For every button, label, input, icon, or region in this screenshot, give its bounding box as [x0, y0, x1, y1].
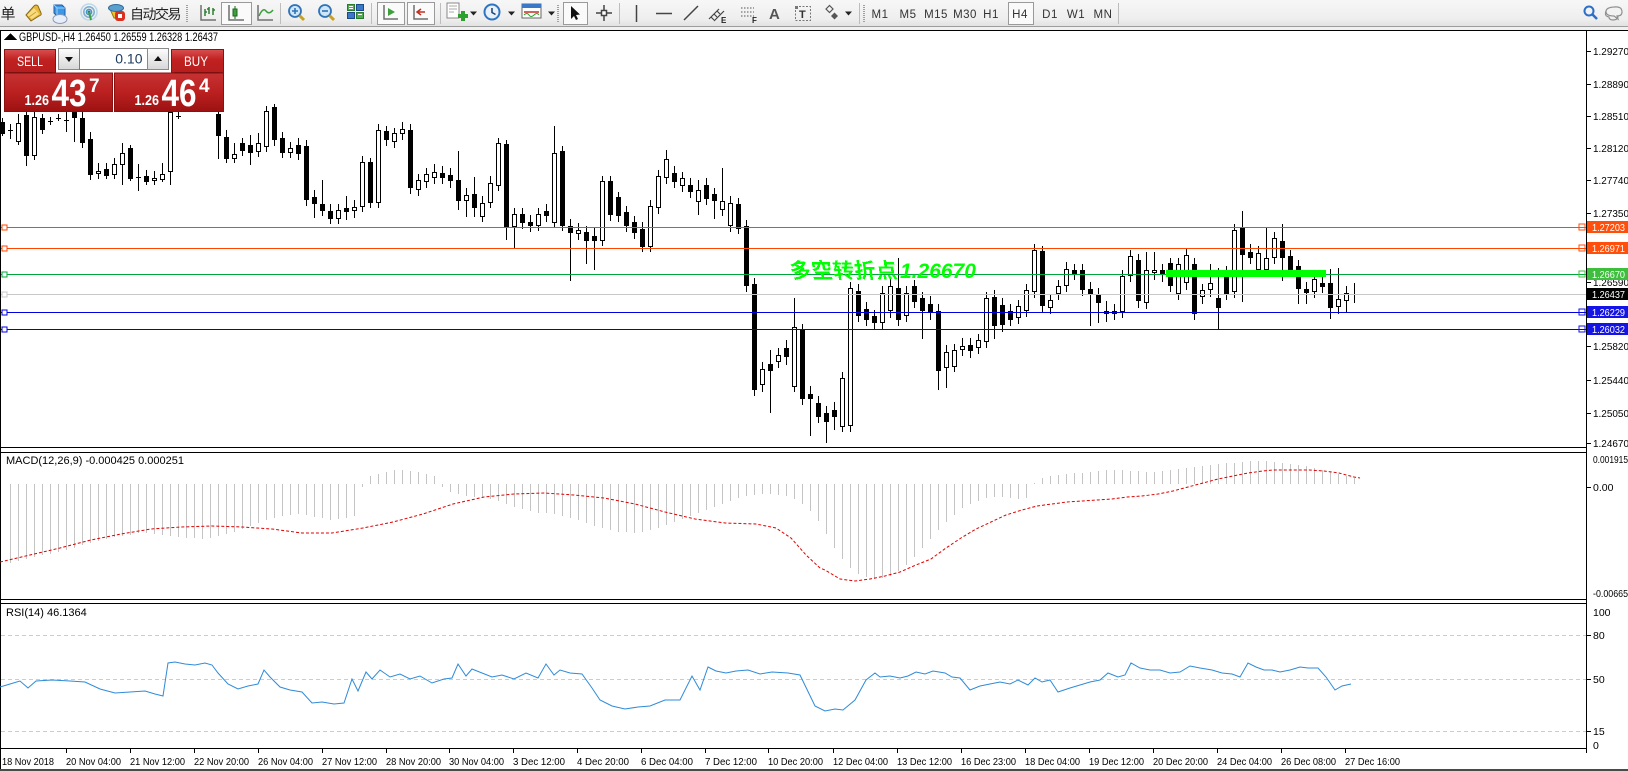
- svg-text:BUY: BUY: [184, 53, 209, 69]
- svg-text:M30: M30: [953, 9, 977, 21]
- svg-text:18 Nov 2018: 18 Nov 2018: [2, 756, 54, 768]
- svg-text:22 Nov 20:00: 22 Nov 20:00: [194, 756, 249, 768]
- svg-text:1.26971: 1.26971: [1592, 243, 1625, 255]
- svg-text:4 Dec 20:00: 4 Dec 20:00: [577, 756, 629, 768]
- svg-text:1.28890: 1.28890: [1593, 79, 1628, 91]
- svg-text:13 Dec 12:00: 13 Dec 12:00: [897, 756, 952, 768]
- svg-text:1.28510: 1.28510: [1593, 111, 1628, 123]
- svg-text:1.26032: 1.26032: [1592, 324, 1625, 336]
- svg-text:M1: M1: [872, 9, 889, 21]
- svg-text:0: 0: [1593, 740, 1599, 752]
- svg-text:1.24670: 1.24670: [1593, 438, 1628, 450]
- svg-text:RSI(14) 46.1364: RSI(14) 46.1364: [6, 607, 87, 619]
- svg-text:1.26670: 1.26670: [900, 260, 976, 283]
- svg-text:16 Dec 23:00: 16 Dec 23:00: [961, 756, 1016, 768]
- svg-text:0.001915: 0.001915: [1593, 454, 1628, 466]
- svg-text:7: 7: [89, 76, 100, 97]
- svg-text:43: 43: [52, 73, 87, 115]
- svg-text:1.25820: 1.25820: [1593, 341, 1628, 353]
- svg-text:26 Nov 04:00: 26 Nov 04:00: [258, 756, 313, 768]
- svg-text:26 Dec 08:00: 26 Dec 08:00: [1281, 756, 1336, 768]
- svg-text:100: 100: [1593, 607, 1611, 619]
- svg-text:H4: H4: [1012, 9, 1028, 21]
- svg-text:19 Dec 12:00: 19 Dec 12:00: [1089, 756, 1144, 768]
- svg-text:15: 15: [1593, 726, 1605, 738]
- svg-text:1.27350: 1.27350: [1593, 208, 1628, 220]
- svg-text:1.26: 1.26: [25, 93, 50, 109]
- svg-text:M5: M5: [900, 9, 917, 21]
- svg-text:1.28120: 1.28120: [1593, 143, 1628, 155]
- svg-text:1.26229: 1.26229: [1592, 307, 1625, 319]
- svg-text:A: A: [769, 6, 780, 23]
- svg-text:80: 80: [1593, 630, 1605, 642]
- svg-text:4: 4: [199, 76, 210, 97]
- svg-text:1.26: 1.26: [135, 93, 160, 109]
- svg-text:1.26437: 1.26437: [1592, 289, 1625, 301]
- svg-text:20 Nov 04:00: 20 Nov 04:00: [66, 756, 121, 768]
- svg-text:24 Dec 04:00: 24 Dec 04:00: [1217, 756, 1272, 768]
- svg-text:1.25440: 1.25440: [1593, 375, 1628, 387]
- svg-text:T: T: [799, 9, 806, 21]
- svg-text:GBPUSD-,H4 1.26450 1.26559 1.: GBPUSD-,H4 1.26450 1.26559 1.26328 1.264…: [19, 32, 218, 44]
- svg-text:3 Dec 12:00: 3 Dec 12:00: [513, 756, 565, 768]
- svg-text:SELL: SELL: [17, 53, 43, 69]
- svg-text:F: F: [752, 16, 757, 25]
- svg-text:0.10: 0.10: [115, 51, 142, 67]
- svg-text:1.25050: 1.25050: [1593, 408, 1628, 420]
- svg-text:30 Nov 04:00: 30 Nov 04:00: [449, 756, 504, 768]
- svg-text:W1: W1: [1067, 9, 1085, 21]
- svg-text:27 Dec 16:00: 27 Dec 16:00: [1345, 756, 1400, 768]
- svg-text:E: E: [721, 16, 727, 25]
- svg-text:10 Dec 20:00: 10 Dec 20:00: [768, 756, 823, 768]
- svg-text:27 Nov 12:00: 27 Nov 12:00: [322, 756, 377, 768]
- svg-text:MN: MN: [1094, 9, 1113, 21]
- svg-text:18 Dec 04:00: 18 Dec 04:00: [1025, 756, 1080, 768]
- svg-text:H1: H1: [983, 9, 999, 21]
- svg-text:0.00: 0.00: [1593, 482, 1614, 494]
- svg-text:-0.00665: -0.00665: [1593, 588, 1628, 600]
- svg-text:1.27203: 1.27203: [1592, 222, 1625, 234]
- svg-text:12 Dec 04:00: 12 Dec 04:00: [833, 756, 888, 768]
- svg-text:M15: M15: [924, 9, 948, 21]
- svg-text:1.26670: 1.26670: [1592, 269, 1625, 281]
- svg-text:46: 46: [162, 73, 197, 115]
- svg-text:1.29270: 1.29270: [1593, 46, 1628, 58]
- svg-text:21 Nov 12:00: 21 Nov 12:00: [130, 756, 185, 768]
- svg-text:6 Dec 04:00: 6 Dec 04:00: [641, 756, 693, 768]
- svg-text:D1: D1: [1042, 9, 1058, 21]
- svg-text:1.27740: 1.27740: [1593, 175, 1628, 187]
- svg-text:28 Nov 20:00: 28 Nov 20:00: [386, 756, 441, 768]
- svg-text:20 Dec 20:00: 20 Dec 20:00: [1153, 756, 1208, 768]
- svg-text:MACD(12,26,9) -0.000425 0.0002: MACD(12,26,9) -0.000425 0.000251: [6, 455, 184, 467]
- svg-text:7 Dec 12:00: 7 Dec 12:00: [705, 756, 757, 768]
- svg-text:50: 50: [1593, 674, 1605, 686]
